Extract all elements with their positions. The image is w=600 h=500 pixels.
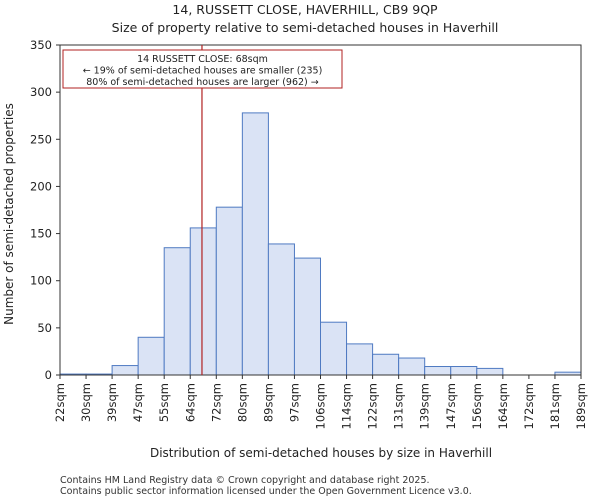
- y-axis-label: Number of semi-detached properties: [2, 103, 16, 325]
- y-tick-label: 300: [30, 85, 52, 99]
- x-tick-label: 22sqm: [53, 383, 67, 422]
- annotation-box: [62, 49, 343, 89]
- bar-156sqm: [476, 367, 504, 376]
- x-tick-label: 72sqm: [209, 383, 223, 422]
- chart-subtitle: Size of property relative to semi-detach…: [112, 20, 499, 35]
- bar-72sqm: [215, 206, 243, 376]
- y-tick-label: 150: [30, 227, 52, 241]
- bar-97sqm: [293, 257, 322, 376]
- y-tick-label: 100: [30, 274, 52, 288]
- y-tick-label: 0: [45, 368, 52, 382]
- footer-line-1: Contains HM Land Registry data © Crown c…: [60, 475, 430, 486]
- x-tick-label: 89sqm: [261, 383, 275, 422]
- bar-147sqm: [450, 366, 478, 376]
- x-tick-label: 47sqm: [131, 383, 145, 422]
- x-tick-label: 106sqm: [314, 383, 328, 429]
- annotation-line-3: 80% of semi-detached houses are larger (…: [86, 77, 319, 88]
- bar-131sqm: [398, 357, 426, 376]
- x-tick-label: 122sqm: [366, 383, 380, 429]
- x-tick-label: 164sqm: [496, 383, 510, 429]
- bar-122sqm: [372, 353, 400, 376]
- x-tick-label: 55sqm: [157, 383, 171, 422]
- y-tick-label: 350: [30, 38, 52, 52]
- x-tick-label: 64sqm: [183, 383, 197, 422]
- bar-55sqm: [163, 247, 191, 376]
- footer-line-2: Contains public sector information licen…: [60, 486, 472, 497]
- annotation-line-2: ← 19% of semi-detached houses are smalle…: [83, 66, 323, 77]
- bar-47sqm: [137, 336, 165, 376]
- plot-area: 0 50 100 150 200 250 300 350 22sqm 30sqm 39sqm 47sq…: [30, 38, 588, 429]
- x-tick-label: 97sqm: [287, 383, 301, 422]
- x-tick-label: 131sqm: [392, 383, 406, 429]
- bar-89sqm: [267, 243, 295, 376]
- x-tick-label: 80sqm: [235, 383, 249, 422]
- x-tick-label: 172sqm: [522, 383, 536, 429]
- chart-title: 14, RUSSETT CLOSE, HAVERHILL, CB9 9QP: [172, 2, 438, 17]
- y-tick-label: 50: [37, 321, 52, 335]
- bar-64sqm: [189, 227, 217, 376]
- bar-139sqm: [424, 366, 452, 376]
- bar-39sqm: [111, 365, 139, 376]
- y-tick-label: 200: [30, 179, 52, 193]
- x-tick-label: 156sqm: [470, 383, 484, 429]
- x-tick-label: 114sqm: [340, 383, 354, 429]
- x-tick-label: 147sqm: [444, 383, 458, 429]
- x-tick-label: 30sqm: [79, 383, 93, 422]
- bar-106sqm: [320, 321, 348, 376]
- x-tick-label: 189sqm: [574, 383, 588, 429]
- x-tick-label: 139sqm: [418, 383, 432, 429]
- x-axis-label: Distribution of semi-detached houses by …: [150, 446, 492, 460]
- bar-114sqm: [346, 343, 374, 376]
- x-tick-label: 181sqm: [548, 383, 562, 429]
- y-tick-label: 250: [30, 132, 52, 146]
- x-tick-label: 39sqm: [105, 383, 119, 422]
- annotation-line-1: 14 RUSSETT CLOSE: 68sqm: [137, 54, 268, 65]
- bar-80sqm: [241, 112, 269, 376]
